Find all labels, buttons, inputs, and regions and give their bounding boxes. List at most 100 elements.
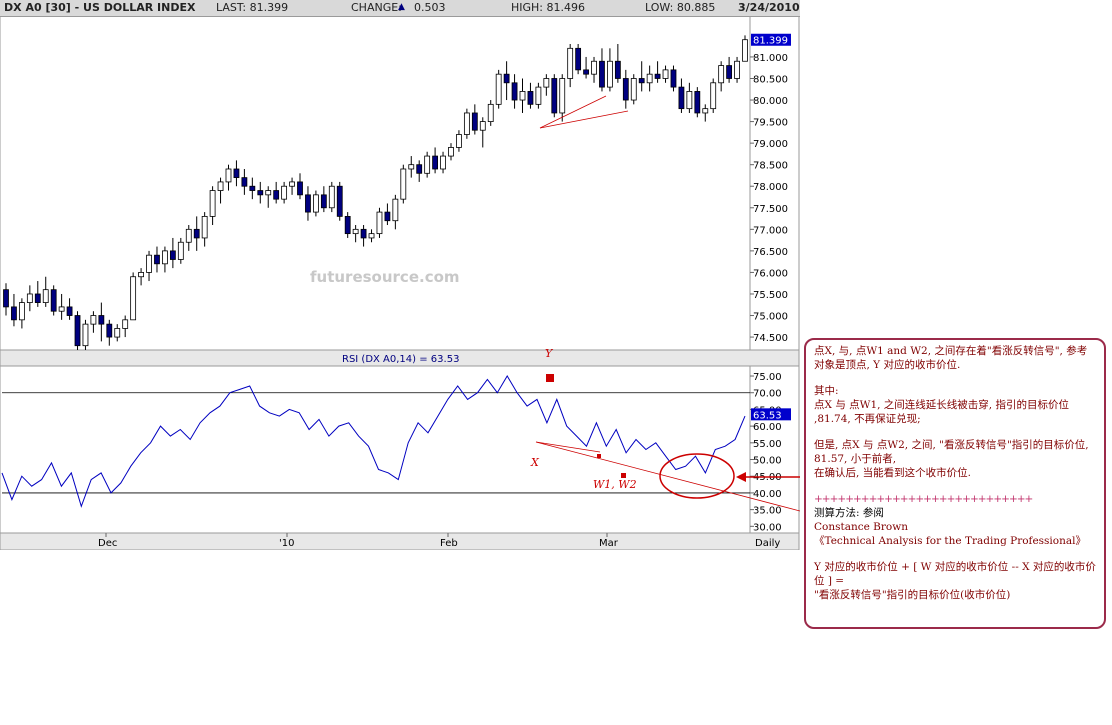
candle-body [185, 228, 192, 243]
note-method: 测算方法: 参阅 [814, 507, 884, 519]
candle-body [18, 302, 25, 321]
candle-body [662, 69, 669, 79]
note-2-body: 点X 与 点W1, 之间连线延长线被击穿, 指引的目标价位 ,81.74, 不再… [814, 399, 1069, 425]
candle-body [249, 185, 256, 191]
last-price-label: 81.399 [753, 36, 788, 47]
candle-body [678, 86, 685, 110]
date-tick-label: Dec [98, 538, 117, 549]
candle-body [193, 228, 200, 239]
candle-body [710, 82, 717, 110]
candle-body [34, 293, 41, 303]
note-formula: Y 对应的收市价位 + [ W 对应的收市价位 -- X 对应的收市价位 ] = [814, 561, 1096, 587]
price-tick-label: 77.500 [753, 204, 788, 215]
candle-body [392, 198, 399, 222]
candle-body [265, 190, 272, 196]
label-y: Y [545, 347, 554, 360]
candle-body [567, 47, 574, 79]
candle-body [583, 69, 589, 75]
candle-body [368, 233, 375, 239]
last-price: LAST: 81.399 [216, 1, 289, 14]
rsi-tick-label: 35.00 [753, 506, 782, 517]
rsi-panel-frame [0, 365, 800, 534]
label-w1-w2: W1, W2 [593, 478, 637, 491]
rsi-trendline-w1 [535, 441, 601, 453]
period-label: Daily [755, 538, 780, 549]
candle-body [26, 293, 33, 303]
candle-body [162, 250, 168, 265]
note-2-head: 其中: [814, 385, 839, 397]
candle-body [630, 78, 637, 101]
chart-area: 81.000 80.500 80.000 79.500 79.000 78.500 78.0… [0, 16, 800, 550]
price-tick-label: 75.500 [753, 290, 788, 301]
candle-body [440, 155, 446, 170]
candle-body [257, 190, 264, 196]
rsi-title: RSI (DX A0,14) = 63.53 [342, 354, 459, 365]
rsi-tick-label: 40.00 [753, 489, 782, 500]
note-author: Constance Brown [814, 521, 908, 533]
candle-body [734, 60, 740, 79]
price-tick-label: 79.000 [753, 139, 788, 150]
candle-body [503, 73, 510, 84]
price-tick-label: 79.500 [753, 118, 788, 129]
candle-body [146, 254, 152, 273]
rsi-line [1, 375, 746, 508]
candle-body [241, 177, 248, 187]
change-arrow-icon: ▲ [398, 2, 405, 12]
candle-body [82, 323, 89, 347]
candle-body [408, 164, 415, 170]
candle-body [201, 215, 208, 239]
candle-body [551, 78, 558, 114]
quote-date: 3/24/2010 [738, 1, 800, 14]
candle-body [519, 91, 526, 101]
price-tick-label: 77.000 [753, 225, 788, 236]
price-tick-label: 80.500 [753, 74, 788, 85]
low-price: LOW: 80.885 [645, 1, 716, 14]
candle-body [11, 306, 17, 321]
candle-body [543, 78, 550, 88]
candle-body [702, 108, 709, 114]
candle-body [432, 155, 438, 170]
candle-body [575, 47, 582, 71]
candle-body [471, 112, 478, 131]
candle-body [297, 181, 303, 196]
rsi-tick-label: 30.00 [753, 522, 782, 533]
rsi-tick-label: 60.00 [753, 422, 782, 433]
candle-body [289, 181, 295, 187]
candle-body [686, 91, 693, 110]
candle-body [646, 73, 653, 84]
candle-body [654, 73, 661, 79]
candle-body [694, 91, 701, 114]
candle-body [42, 289, 49, 303]
change-value: 0.503 [414, 1, 446, 14]
candle-body [3, 289, 9, 308]
candle-body [106, 323, 113, 338]
price-tick-label: 78.000 [753, 182, 788, 193]
price-tick-label: 76.000 [753, 268, 788, 279]
candle-body [313, 194, 319, 213]
candle-body [305, 194, 311, 213]
candle-body [352, 228, 359, 235]
rsi-tick-label: 50.00 [753, 456, 782, 467]
candle-body [456, 134, 462, 148]
candle-body [622, 78, 629, 101]
candle-body [344, 215, 351, 235]
candle-body [607, 60, 613, 88]
candle-body [98, 315, 105, 325]
candle-body [511, 82, 518, 101]
note-4: 在确认后, 当能看到这个收市价位. [814, 467, 972, 479]
candle-body [527, 91, 534, 105]
price-tick-label: 76.500 [753, 247, 788, 258]
candle-body [58, 306, 65, 312]
candle-body [591, 60, 597, 75]
label-x: X [530, 456, 540, 469]
date-tick-label: Feb [440, 538, 458, 549]
candle-body [217, 181, 224, 191]
candle-body [535, 86, 542, 105]
candle-body [74, 315, 81, 347]
watermark-logo: futuresource.com [310, 268, 460, 286]
price-tick-label: 80.000 [753, 96, 788, 107]
fan-line-w2 [539, 110, 629, 129]
candle-body [479, 121, 486, 131]
rsi-last-box [751, 408, 791, 421]
candle-body [209, 190, 216, 217]
